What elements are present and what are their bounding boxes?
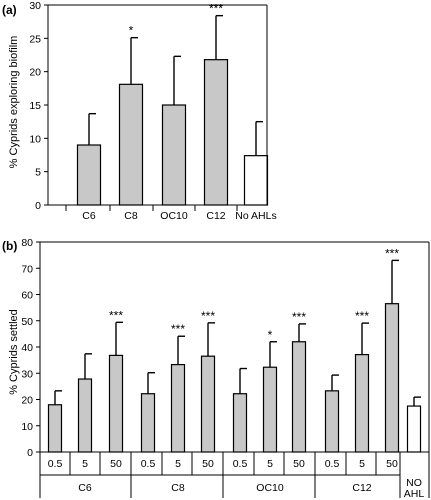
panel-a-significance-mark: * [129,24,134,38]
panel-a-bar [243,155,269,206]
panel-b-x-tick-label: 5 [267,458,273,470]
panel-b-x-tick-label: 50 [110,458,122,470]
panel-b-significance-mark: *** [109,308,123,322]
panel-b-group-label-line1: NO [406,477,422,489]
panel-a-bar [76,144,102,206]
panel-b-bar [108,354,124,453]
panel-b-x-tick-label: 50 [293,458,305,470]
panel-b-significance-mark: *** [292,310,306,324]
panel-b-label: (b) [2,239,17,253]
panel-a-bar [118,83,144,206]
panel-a-y-ticks: 0 5 10 15 20 25 30 [29,0,48,212]
panel-b-bar [47,404,63,453]
panel-b-significance-mark: * [268,328,273,342]
panel-b-x-tick-label: 50 [202,458,214,470]
panel-b-x-tick-label: 0.5 [325,458,340,470]
panel-b-bar [200,355,216,453]
panel-a-bar [203,59,229,206]
panel-a-bars: **** [76,2,269,206]
panel-a-x-tick-label: No AHLs [235,210,276,222]
panel-a-y-tick-label: 15 [29,100,41,112]
panel-b-x-tick-label: 5 [175,458,181,470]
panel-a-label: (a) [2,3,17,17]
panel-a-y-axis-label: % Cyprids exploring biofilm [8,36,20,169]
panel-b-x-tick-label: 5 [359,458,365,470]
panel-a-y-tick-label: 30 [29,0,41,12]
panel-b-group-label: OC10 [256,482,284,494]
panel-b-bar [291,341,307,453]
panel-b-x-tick-label: 0.5 [233,458,248,470]
panel-b-y-tick-label: 70 [21,263,33,275]
panel-b-y-tick-label: 40 [21,342,33,354]
panel-b-y-tick-label: 20 [21,395,33,407]
panel-b-chart: (b) % Cyprids settled 01020304050607080 … [2,237,430,500]
panel-a-x-tick-label: C6 [82,210,96,222]
panel-b-bar [384,303,400,453]
panel-b-bar [170,363,186,453]
panel-b-y-tick-label: 80 [21,237,33,249]
panel-b-x-tick-label: 5 [82,458,88,470]
panel-a-x-tick-label: C8 [124,210,138,222]
panel-a-x-tick-label: C12 [206,210,225,222]
panel-b-group-label: C12 [352,482,371,494]
panel-b-y-tick-label: 30 [21,368,33,380]
panel-b-y-tick-label: 10 [21,421,33,433]
panel-a-y-tick-label: 20 [29,67,41,79]
panel-a-y-tick-label: 10 [29,133,41,145]
panel-b-group-label-line2: AHL [404,488,425,500]
panel-b-bar [354,354,370,453]
panel-b-bar [77,378,93,453]
panel-b-bar [406,405,422,453]
panel-b-y-tick-label: 60 [21,290,33,302]
panel-b-x-tick-label: 50 [386,458,398,470]
panel-b-x-tick-label: 0.5 [141,458,156,470]
panel-b-bar [140,393,156,453]
panel-b-y-tick-label: 50 [21,316,33,328]
panel-b-y-tick-label: 0 [27,447,33,459]
panel-b-group-label: C8 [171,482,185,494]
panel-b-group-label: C6 [78,482,92,494]
panel-b-significance-mark: *** [201,309,215,323]
panel-b-significance-mark: *** [171,322,185,336]
panel-a-x-tick-label: OC10 [160,210,188,222]
panel-a-y-tick-label: 25 [29,33,41,45]
panel-b-y-axis-label: % Cyprids settled [8,309,20,395]
panel-b-bar [324,390,340,453]
panel-a-y-tick-label: 5 [35,167,41,179]
panel-b-bar [232,393,248,453]
panel-b-y-ticks: 0 10 20 30 40 50 60 70 80 [21,237,40,459]
panel-a-bar [161,104,187,206]
panel-b-significance-mark: *** [355,309,369,323]
panel-b-x-tick-label: 0.5 [48,458,63,470]
panel-b-bars: ************* ****** [47,246,422,453]
panel-b-significance-mark: *** [385,246,399,260]
panel-a-y-tick-label: 0 [35,200,41,212]
panel-a-chart: (a) % Cyprids exploring biofilm 0 5 10 15 20… [2,0,277,222]
panel-a-x-labels: C6 C8 OC10 C12 No AHLs [65,205,277,222]
panel-a-significance-mark: *** [209,2,223,16]
panel-b-bar [262,366,278,453]
